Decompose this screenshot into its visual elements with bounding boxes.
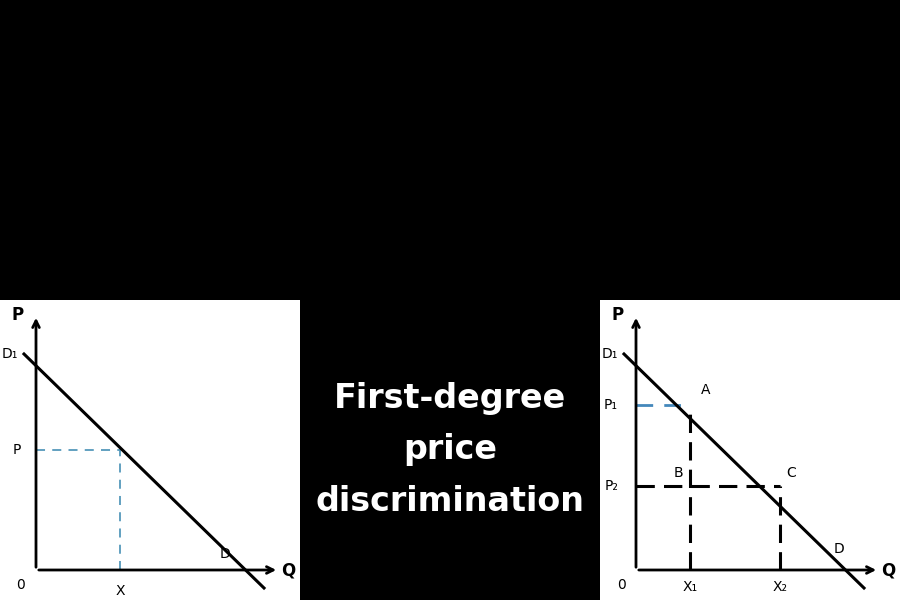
Text: D₁: D₁ [2,347,18,361]
Text: D₁: D₁ [601,347,618,361]
Text: Q: Q [881,561,896,579]
Text: P₁: P₁ [604,398,618,412]
Text: X₂: X₂ [772,580,788,594]
Text: 0: 0 [616,578,625,592]
Text: P₂: P₂ [604,479,618,493]
Text: P: P [12,306,24,324]
Text: C: C [786,466,796,480]
Text: Q: Q [281,561,295,579]
Text: 0: 0 [16,578,25,592]
Text: First-degree
price
discrimination: First-degree price discrimination [316,382,584,518]
Text: B: B [673,466,683,480]
Text: P: P [612,306,624,324]
Text: X: X [115,584,125,598]
Text: P: P [13,443,21,457]
Text: X₁: X₁ [682,580,698,594]
Text: A: A [700,383,710,397]
Text: D: D [834,542,845,556]
Text: D: D [220,547,230,561]
